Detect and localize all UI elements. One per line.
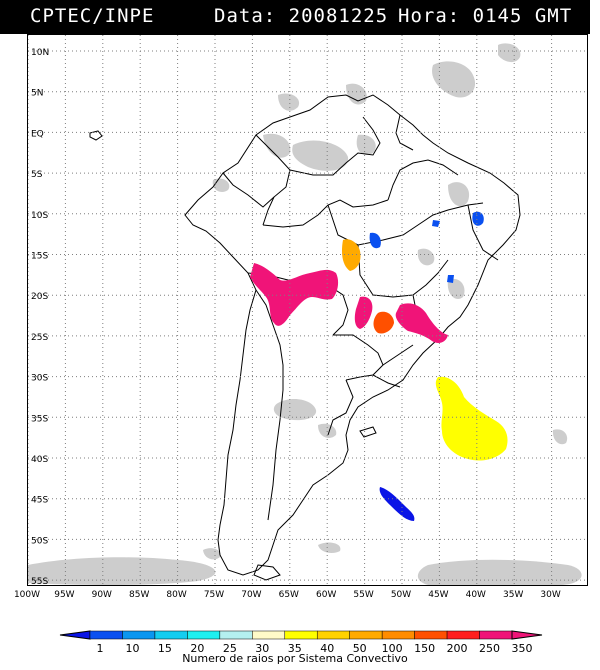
lat-label: 30S <box>31 374 48 384</box>
legend-arrow-high <box>511 630 543 640</box>
lon-label: 75W <box>204 590 224 600</box>
storm-goias-blue <box>369 232 381 249</box>
lon-label: 80W <box>166 590 186 600</box>
legend-arrow-low <box>59 630 91 640</box>
lon-label: 90W <box>92 590 112 600</box>
lat-label: 25S <box>31 333 48 343</box>
storm-sao-paulo-minas <box>395 303 448 343</box>
lat-label: 5N <box>31 89 43 99</box>
storm-parana <box>373 311 394 334</box>
lon-label: 85W <box>129 590 149 600</box>
legend-tick-label: 20 <box>190 642 204 655</box>
lat-label: EQ <box>31 129 44 139</box>
legend-tick-label: 350 <box>512 642 533 655</box>
legend-tick-label: 25 <box>223 642 237 655</box>
lat-label: 40S <box>31 455 48 465</box>
lon-label: 60W <box>316 590 336 600</box>
legend-tick-label: 100 <box>382 642 403 655</box>
coastline <box>89 94 521 581</box>
legend-tick-label: 15 <box>158 642 172 655</box>
legend-tick-label: 10 <box>125 642 139 655</box>
legend-color-box <box>446 630 480 640</box>
storm-small-blue-1 <box>432 220 440 227</box>
lat-label: 55S <box>31 577 48 585</box>
legend-tick-label: 1 <box>97 642 104 655</box>
lon-label: 100W <box>14 590 40 600</box>
hour-label: Hora: 0145 GMT <box>398 5 573 27</box>
map-canvas: 10N 5N EQ 5S 10S 15S 20S 25S 30S 35S 40S 45S 50S 55S <box>28 35 587 587</box>
legend-tick-label: 30 <box>255 642 269 655</box>
lon-label: 95W <box>54 590 74 600</box>
legend-color-box <box>219 630 253 640</box>
lat-lon-grid <box>28 35 587 585</box>
legend-color-box <box>187 630 221 640</box>
storm-south-atlantic <box>435 376 508 461</box>
storm-patagonia-offshore <box>379 487 415 521</box>
lightning-legend: 1 10 15 20 25 30 35 40 50 100 150 200 250 350 <box>59 630 543 655</box>
lat-label: 10N <box>31 48 49 58</box>
lat-label: 15S <box>31 252 48 262</box>
storm-systems <box>250 211 508 521</box>
lat-label: 45S <box>31 496 48 506</box>
longitude-axis: 100W 95W 90W 85W 80W 75W 70W 65W 60W 55W 50W 45W 40W… <box>14 590 561 600</box>
lat-label: 50S <box>31 536 48 546</box>
legend-color-box <box>122 630 156 640</box>
title-bar: CPTEC/INPE Data: 20081225 Hora: 0145 GMT <box>0 0 590 34</box>
lon-label: 35W <box>503 590 523 600</box>
legend-color-box <box>479 630 513 640</box>
date-label: Data: 20081225 <box>214 5 389 27</box>
legend-color-box <box>316 630 350 640</box>
storm-mato-grosso <box>341 239 361 271</box>
storm-south-of-mato-grosso <box>354 296 373 329</box>
lat-label: 5S <box>31 170 43 180</box>
map-frame: 10N 5N EQ 5S 10S 15S 20S 25S 30S 35S 40S 45S 50S 55S <box>27 34 588 587</box>
agency-label: CPTEC/INPE <box>30 5 155 27</box>
legend-tick-label: 150 <box>414 642 435 655</box>
lon-label: 70W <box>241 590 261 600</box>
legend-color-box <box>381 630 415 640</box>
lat-label: 35S <box>31 414 48 424</box>
legend-color-box <box>252 630 286 640</box>
lat-label: 20S <box>31 292 48 302</box>
legend-tick-label: 200 <box>447 642 468 655</box>
lat-label: 10S <box>31 211 48 221</box>
legend-color-box <box>414 630 448 640</box>
lon-label: 50W <box>391 590 411 600</box>
legend-tick-label: 40 <box>320 642 334 655</box>
legend-color-box <box>349 630 383 640</box>
legend-color-box <box>284 630 318 640</box>
lon-label: 30W <box>540 590 560 600</box>
legend-tick-label: 250 <box>479 642 500 655</box>
storm-small-blue-2 <box>447 275 454 283</box>
cloud-cover <box>28 43 582 585</box>
legend-color-box <box>154 630 188 640</box>
legend-color-box <box>89 630 123 640</box>
lon-label: 55W <box>353 590 373 600</box>
lon-label: 40W <box>466 590 486 600</box>
legend-caption: Numero de raios por Sistema Convectivo <box>182 652 408 665</box>
legend-tick-label: 50 <box>353 642 367 655</box>
latitude-labels: 10N 5N EQ 5S 10S 15S 20S 25S 30S 35S 40S 45S 50S 55S <box>31 48 49 587</box>
legend-tick-label: 35 <box>288 642 302 655</box>
lon-label: 45W <box>428 590 448 600</box>
storm-bolivia-paraguay <box>250 263 339 326</box>
storm-bahia-blue <box>472 211 484 226</box>
lon-label: 65W <box>279 590 299 600</box>
